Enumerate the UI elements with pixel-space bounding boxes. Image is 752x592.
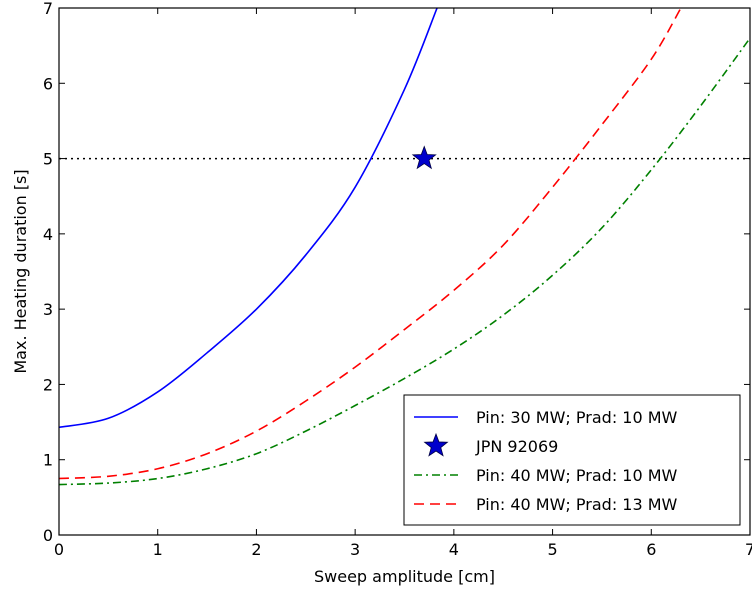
legend-box [403,394,741,526]
data-point-star [411,145,437,170]
legend-label: Pin: 30 MW; Prad: 10 MW [476,408,678,427]
legend-label: JPN 92069 [475,437,558,456]
axis-ticks: 0 1 2 3 4 5 6 7 0 1 2 3 4 5 6 7 [43,0,752,559]
legend: Pin: 30 MW; Prad: 10 MW JPN 92069 Pin: 40 … [403,394,741,526]
plot-frame [58,7,751,536]
series-line [59,8,438,429]
plot-area [58,7,751,536]
y-axis-label: Max. Heating duration [s] [11,169,30,373]
y-tick-label: 2 [43,375,53,394]
x-tick-label: 7 [745,540,752,559]
x-axis-label: Sweep amplitude [cm] [314,567,495,586]
x-tick-label: 0 [54,540,64,559]
legend-star-icon [423,432,449,457]
x-tick-label: 4 [449,540,459,559]
series-line [59,37,750,486]
y-tick-label: 7 [43,0,53,18]
y-tick-label: 5 [43,150,53,169]
y-tick-label: 3 [43,300,53,319]
x-tick-label: 5 [547,540,557,559]
y-tick-label: 4 [43,225,53,244]
y-tick-label: 6 [43,74,53,93]
legend-label: Pin: 40 MW; Prad: 13 MW [476,495,678,514]
y-tick-label: 1 [43,451,53,470]
x-tick-label: 1 [153,540,163,559]
series-line [59,8,682,480]
y-tick-label: 0 [43,526,53,545]
x-tick-label: 2 [251,540,261,559]
legend-label: Pin: 40 MW; Prad: 10 MW [476,466,678,485]
x-tick-label: 3 [350,540,360,559]
x-tick-label: 6 [646,540,656,559]
